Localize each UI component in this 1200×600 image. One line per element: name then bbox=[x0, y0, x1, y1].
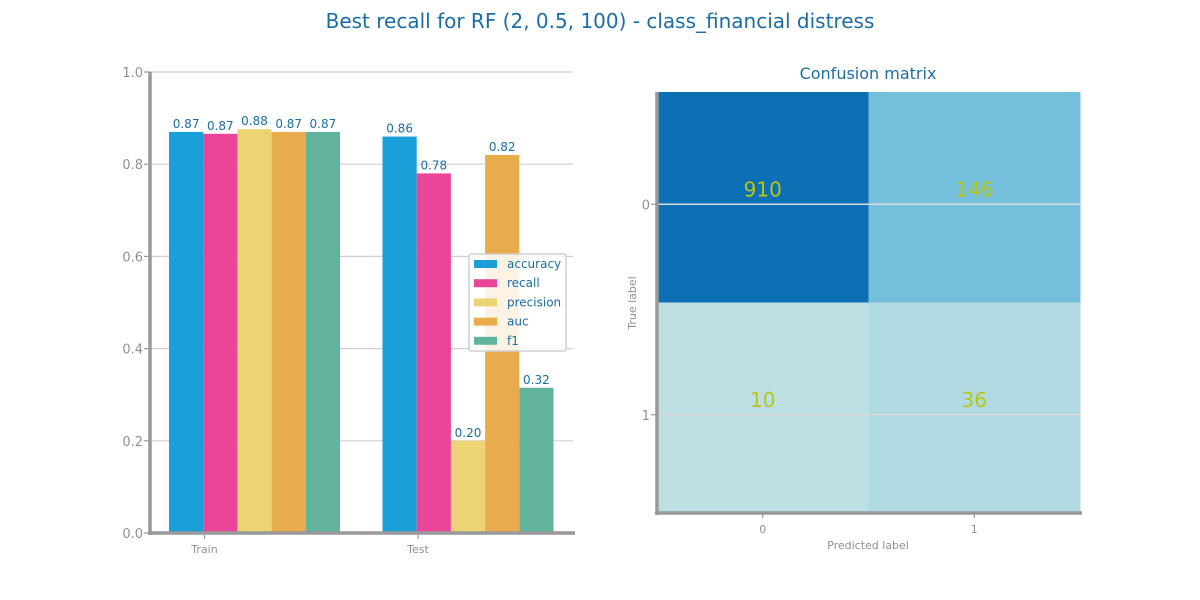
bar-accuracy-train bbox=[169, 131, 204, 533]
confusion-matrix-cells bbox=[657, 92, 1081, 514]
bar-data-label: 0.87 bbox=[207, 119, 234, 133]
bar-y-tick-labels: 0.0 0.2 0.4 0.6 0.8 1.0 bbox=[122, 66, 150, 542]
matrix-y-tick-label: 1 bbox=[642, 409, 650, 424]
matrix-cell-value: 146 bbox=[955, 177, 993, 201]
figure-title: Best recall for RF (2, 0.5, 100) - class… bbox=[326, 9, 875, 33]
legend-swatch-accuracy bbox=[474, 260, 497, 268]
confusion-matrix-axes bbox=[655, 92, 1082, 515]
bar-data-labels: 0.87 0.87 0.88 0.87 0.87 0.86 0.78 0.20 0.82 0.32 bbox=[173, 114, 550, 440]
bar-y-tick-label: 0.4 bbox=[122, 343, 143, 358]
bar-y-tick-label: 0.2 bbox=[122, 435, 143, 450]
legend-swatch-f1 bbox=[474, 336, 497, 345]
bar-y-tick-label: 0.6 bbox=[122, 250, 143, 265]
bar-data-label: 0.88 bbox=[241, 114, 268, 128]
confusion-matrix-title: Confusion matrix bbox=[800, 64, 937, 83]
legend-box bbox=[468, 253, 567, 352]
legend-label-auc: auc bbox=[507, 315, 529, 329]
matrix-y-tick-label: 0 bbox=[642, 198, 650, 213]
matrix-cell-1-1 bbox=[868, 302, 1081, 514]
confusion-matrix-values: 910 146 10 36 bbox=[744, 177, 994, 412]
legend-swatch-precision bbox=[474, 298, 497, 307]
matrix-x-tick-label: 1 bbox=[971, 523, 978, 536]
bar-data-label: 0.78 bbox=[420, 158, 447, 172]
legend-swatch-recall bbox=[474, 279, 497, 288]
legend-label-recall: recall bbox=[507, 276, 540, 290]
legend-swatch-auc bbox=[474, 317, 497, 326]
bar-data-label: 0.82 bbox=[489, 140, 516, 154]
bar-data-label: 0.87 bbox=[275, 117, 302, 131]
bar-data-label: 0.87 bbox=[310, 117, 337, 131]
bar-recall-train bbox=[203, 133, 238, 534]
bar-auc-train bbox=[271, 131, 306, 533]
matrix-cell-value: 36 bbox=[962, 388, 987, 412]
bar-accuracy-test bbox=[382, 136, 417, 534]
matrix-x-tick-label: 0 bbox=[759, 523, 766, 536]
bar-data-label: 0.86 bbox=[386, 122, 413, 136]
legend-label-f1: f1 bbox=[507, 334, 519, 348]
confusion-matrix-x-label: Predicted label bbox=[827, 539, 909, 552]
bar-legend: accuracy recall precision auc f1 bbox=[468, 253, 567, 352]
bar-f1-train bbox=[305, 131, 340, 533]
bar-axes bbox=[148, 72, 575, 535]
matrix-cell-0-0 bbox=[657, 92, 869, 303]
bar-x-tick-label: Test bbox=[406, 543, 429, 556]
bar-marks bbox=[169, 129, 554, 534]
legend-label-accuracy: accuracy bbox=[507, 257, 561, 271]
bar-y-tick-label: 1.0 bbox=[122, 66, 143, 81]
matrix-cell-0-1 bbox=[868, 92, 1081, 303]
matrix-cell-1-0 bbox=[657, 302, 869, 514]
bar-y-tick-label: 0.0 bbox=[122, 527, 143, 542]
legend-label-precision: precision bbox=[507, 295, 561, 309]
bar-y-tick-label: 0.8 bbox=[122, 158, 143, 173]
bar-precision-test bbox=[450, 440, 486, 533]
confusion-matrix-y-label: True label bbox=[626, 276, 639, 330]
bar-data-label: 0.32 bbox=[523, 373, 550, 387]
bar-x-tick-label: Train bbox=[190, 543, 217, 556]
bar-chart: 0.00.20.40.60.81.0 0.87 0.87 0.88 0.87 0.87 0… bbox=[122, 66, 575, 556]
bar-recall-test bbox=[416, 173, 451, 534]
bar-precision-train bbox=[237, 129, 272, 533]
bar-data-label: 0.87 bbox=[173, 117, 200, 131]
bar-f1-test bbox=[519, 387, 554, 533]
matrix-cell-value: 10 bbox=[750, 388, 775, 412]
matrix-cell-value: 910 bbox=[744, 177, 782, 201]
bar-x-tick-labels: Train Test bbox=[190, 533, 430, 556]
confusion-matrix-gridlines bbox=[657, 203, 1080, 416]
bar-data-label: 0.20 bbox=[455, 426, 482, 440]
